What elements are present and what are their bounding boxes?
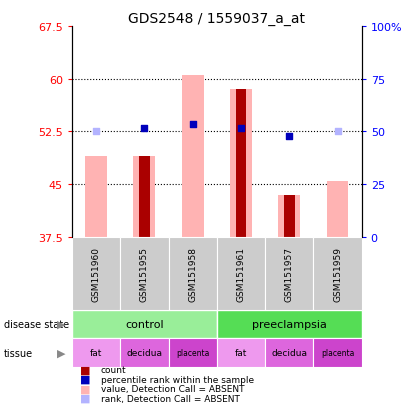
- Text: ■: ■: [80, 374, 91, 384]
- Text: disease state: disease state: [4, 319, 69, 329]
- Text: ▶: ▶: [58, 319, 66, 329]
- Bar: [327, 181, 349, 237]
- Text: count: count: [101, 365, 126, 374]
- Bar: [120, 237, 169, 310]
- Bar: [265, 339, 314, 368]
- Bar: [120, 339, 169, 368]
- Text: decidua: decidua: [126, 349, 162, 358]
- Text: decidua: decidua: [271, 349, 307, 358]
- Bar: [314, 339, 362, 368]
- Bar: [182, 76, 203, 237]
- Text: GSM151958: GSM151958: [188, 246, 197, 301]
- Text: fat: fat: [235, 349, 247, 358]
- Text: placenta: placenta: [321, 349, 354, 358]
- Bar: [314, 237, 362, 310]
- Bar: [72, 237, 120, 310]
- Text: ■: ■: [80, 393, 91, 403]
- Bar: [217, 237, 265, 310]
- Text: control: control: [125, 319, 164, 329]
- Text: value, Detection Call = ABSENT: value, Detection Call = ABSENT: [101, 384, 244, 393]
- Point: [189, 122, 196, 128]
- Text: GSM151959: GSM151959: [333, 246, 342, 301]
- Text: ▶: ▶: [58, 348, 66, 358]
- Text: fat: fat: [90, 349, 102, 358]
- Text: GSM151955: GSM151955: [140, 246, 149, 301]
- Point: [238, 125, 244, 132]
- Point: [93, 129, 99, 135]
- Text: GSM151960: GSM151960: [92, 246, 101, 301]
- Bar: [230, 90, 252, 237]
- Title: GDS2548 / 1559037_a_at: GDS2548 / 1559037_a_at: [128, 12, 305, 26]
- Text: placenta: placenta: [176, 349, 209, 358]
- Bar: [217, 310, 362, 339]
- Bar: [72, 339, 120, 368]
- Bar: [169, 237, 217, 310]
- Text: ■: ■: [80, 365, 91, 375]
- Text: percentile rank within the sample: percentile rank within the sample: [101, 375, 254, 384]
- Bar: [139, 157, 150, 237]
- Bar: [134, 157, 155, 237]
- Bar: [217, 339, 265, 368]
- Point: [141, 125, 148, 132]
- Bar: [265, 237, 314, 310]
- Text: preeclampsia: preeclampsia: [252, 319, 327, 329]
- Text: tissue: tissue: [4, 348, 33, 358]
- Bar: [72, 310, 217, 339]
- Text: rank, Detection Call = ABSENT: rank, Detection Call = ABSENT: [101, 394, 240, 403]
- Point: [286, 134, 293, 140]
- Text: ■: ■: [80, 384, 91, 394]
- Bar: [284, 195, 295, 237]
- Text: GSM151957: GSM151957: [285, 246, 294, 301]
- Bar: [278, 195, 300, 237]
- Bar: [85, 157, 107, 237]
- Bar: [236, 90, 246, 237]
- Text: GSM151961: GSM151961: [236, 246, 245, 301]
- Point: [334, 129, 341, 135]
- Bar: [169, 339, 217, 368]
